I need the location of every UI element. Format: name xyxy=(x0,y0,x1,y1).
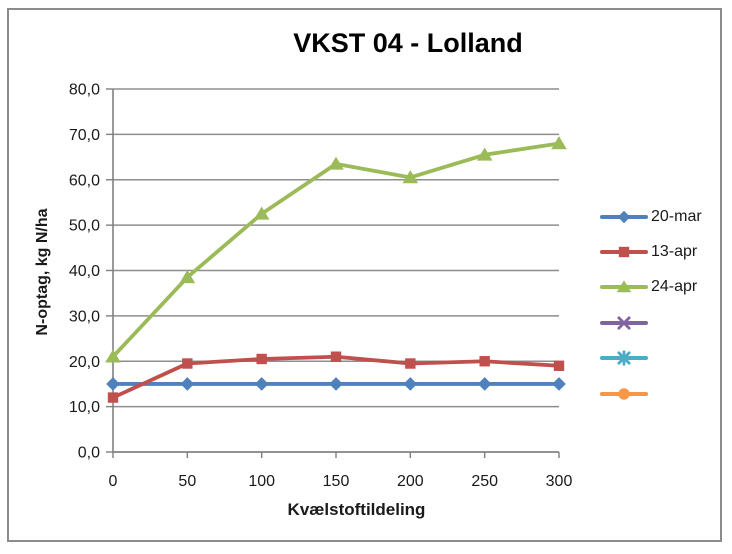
y-tick-label: 30,0 xyxy=(69,308,100,325)
square-marker-icon xyxy=(553,360,565,371)
x-tick-label: 200 xyxy=(397,473,424,490)
square-legend-key-icon xyxy=(600,246,648,258)
y-tick-label: 20,0 xyxy=(69,354,100,371)
x-tick-label: 0 xyxy=(109,473,118,490)
square-marker-icon xyxy=(405,358,416,369)
asterisk-marker-icon xyxy=(617,350,631,366)
triangle-marker-icon xyxy=(476,147,493,161)
triangle-marker-icon xyxy=(328,156,344,170)
triangle-marker-icon xyxy=(616,280,632,293)
legend-label: 13-apr xyxy=(651,243,698,261)
diamond-marker-icon xyxy=(477,377,492,391)
diamond-marker-icon xyxy=(254,377,269,391)
legend-item-x[interactable] xyxy=(600,305,702,340)
chart-title: VKST 04 - Lolland xyxy=(293,28,523,58)
y-tick-label: 60,0 xyxy=(69,172,100,189)
diamond-marker-icon xyxy=(106,377,120,391)
diamond-marker-icon xyxy=(329,377,343,391)
chart-frame[interactable] xyxy=(7,8,722,542)
series-20-mar[interactable] xyxy=(106,377,566,391)
x-tick-label: 50 xyxy=(178,473,196,490)
legend-label: 24-apr xyxy=(651,278,698,296)
square-marker-icon xyxy=(182,358,193,369)
triangle-marker-icon xyxy=(253,206,270,220)
y-tick-label: 0,0 xyxy=(78,445,100,462)
legend: 20-mar 13-apr 24-apr xyxy=(600,199,702,411)
square-marker-icon xyxy=(479,356,490,367)
series-24-apr[interactable] xyxy=(105,136,567,363)
triangle-marker-icon xyxy=(551,136,567,150)
square-marker-icon xyxy=(618,246,630,258)
x-legend-key-icon xyxy=(600,316,648,330)
circle-marker-icon xyxy=(618,387,630,400)
triangle-marker-icon xyxy=(402,170,419,184)
diamond-marker-icon xyxy=(552,377,566,391)
y-axis-title: N-optag, kg N/ha xyxy=(34,208,51,336)
asterisk-legend-key-icon xyxy=(600,350,648,366)
triangle-marker-icon xyxy=(179,270,196,284)
x-tick-label: 250 xyxy=(471,473,498,490)
x-tick-label: 300 xyxy=(546,473,573,490)
diamond-marker-icon xyxy=(403,377,418,391)
x-marker-icon xyxy=(617,316,631,330)
square-marker-icon xyxy=(107,392,119,403)
x-axis-title: Kvælstoftildeling xyxy=(287,500,426,519)
series-line xyxy=(111,141,561,359)
circle-legend-key-icon xyxy=(600,387,648,400)
series-line xyxy=(111,354,561,400)
legend-item-20-mar[interactable]: 20-mar xyxy=(600,199,702,234)
legend-item-asterisk[interactable] xyxy=(600,341,702,376)
x-tick-label: 100 xyxy=(248,473,275,490)
y-tick-label: 70,0 xyxy=(69,127,100,144)
y-tick-label: 50,0 xyxy=(69,218,100,235)
square-marker-icon xyxy=(256,353,267,365)
triangle-marker-icon xyxy=(105,349,121,363)
triangle-legend-key-icon xyxy=(600,280,648,293)
series-13-apr[interactable] xyxy=(107,351,565,403)
diamond-legend-key-icon xyxy=(600,210,648,223)
legend-item-24-apr[interactable]: 24-apr xyxy=(600,270,702,305)
y-tick-label: 40,0 xyxy=(69,263,100,280)
diamond-marker-icon xyxy=(617,210,631,223)
y-tick-label: 10,0 xyxy=(69,399,100,416)
x-tick-label: 150 xyxy=(323,473,350,490)
square-marker-icon xyxy=(330,351,342,362)
legend-label: 20-mar xyxy=(651,207,702,225)
legend-item-13-apr[interactable]: 13-apr xyxy=(600,234,702,269)
y-tick-label: 80,0 xyxy=(69,82,100,99)
legend-item-circle[interactable] xyxy=(600,376,702,411)
diamond-marker-icon xyxy=(180,377,195,391)
